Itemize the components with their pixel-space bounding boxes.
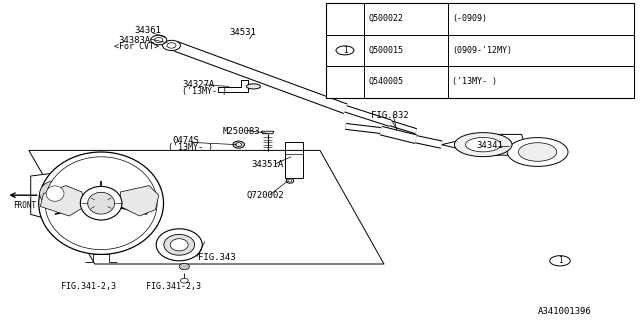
- Polygon shape: [120, 186, 159, 216]
- Ellipse shape: [288, 180, 292, 182]
- Ellipse shape: [180, 278, 188, 283]
- Ellipse shape: [81, 186, 122, 220]
- Ellipse shape: [88, 192, 115, 214]
- Ellipse shape: [46, 186, 64, 201]
- Ellipse shape: [246, 84, 260, 89]
- Ellipse shape: [454, 132, 512, 157]
- Text: Q500022: Q500022: [369, 14, 404, 23]
- Bar: [326, 3, 634, 98]
- Text: 34351A: 34351A: [251, 160, 283, 169]
- Text: 34361: 34361: [134, 26, 161, 35]
- Ellipse shape: [156, 229, 202, 261]
- Ellipse shape: [170, 239, 188, 251]
- Ellipse shape: [151, 35, 166, 45]
- Text: 1: 1: [557, 256, 563, 265]
- Text: (-0909): (-0909): [452, 14, 487, 23]
- Ellipse shape: [286, 179, 294, 183]
- Text: Q500015: Q500015: [369, 46, 404, 55]
- Polygon shape: [261, 131, 274, 134]
- Text: 34341: 34341: [477, 141, 504, 150]
- Text: FIG.343: FIG.343: [198, 253, 236, 262]
- Text: 34383A: 34383A: [118, 36, 150, 44]
- Text: 34531: 34531: [229, 28, 256, 36]
- Text: 0474S: 0474S: [173, 136, 200, 145]
- Polygon shape: [31, 171, 79, 224]
- Text: FIG.832: FIG.832: [371, 111, 409, 120]
- Text: M250083: M250083: [223, 127, 260, 136]
- Text: FIG.341-2,3: FIG.341-2,3: [146, 282, 201, 291]
- Text: A341001396: A341001396: [538, 308, 591, 316]
- Text: FIG.341-2,3: FIG.341-2,3: [61, 282, 116, 291]
- Text: (0909-'12MY): (0909-'12MY): [452, 46, 512, 55]
- Ellipse shape: [518, 143, 557, 161]
- Text: Q720002: Q720002: [246, 191, 284, 200]
- Text: ('13MY- ): ('13MY- ): [182, 87, 227, 96]
- Ellipse shape: [45, 157, 157, 250]
- Ellipse shape: [179, 263, 189, 270]
- Ellipse shape: [164, 234, 195, 255]
- Polygon shape: [40, 186, 85, 216]
- Ellipse shape: [38, 152, 164, 254]
- Ellipse shape: [40, 181, 70, 206]
- Text: 1: 1: [342, 46, 348, 55]
- Text: FRONT: FRONT: [13, 201, 36, 210]
- Ellipse shape: [163, 40, 180, 51]
- Ellipse shape: [155, 37, 163, 43]
- Ellipse shape: [167, 43, 176, 48]
- Text: Q540005: Q540005: [369, 77, 404, 86]
- Polygon shape: [442, 134, 525, 155]
- Ellipse shape: [233, 141, 244, 148]
- Text: <For CVT>: <For CVT>: [114, 42, 159, 51]
- Text: 34327A: 34327A: [182, 80, 214, 89]
- Bar: [93, 208, 109, 254]
- Ellipse shape: [466, 138, 501, 152]
- Ellipse shape: [508, 138, 568, 166]
- Ellipse shape: [236, 143, 242, 147]
- Text: ('13MY- ): ('13MY- ): [168, 143, 213, 152]
- Text: ('13MY- ): ('13MY- ): [452, 77, 497, 86]
